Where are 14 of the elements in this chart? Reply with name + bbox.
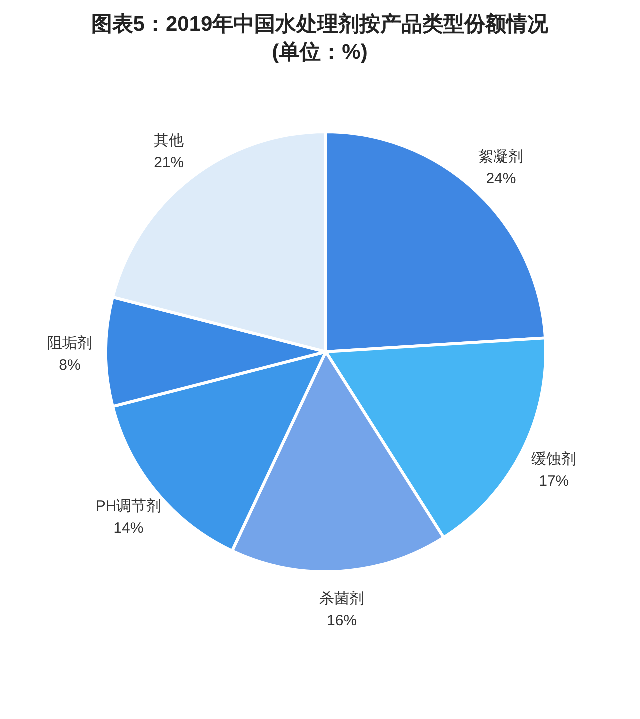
data-label: 24% [486, 170, 516, 188]
data-label: 21% [154, 154, 184, 172]
data-label: 8% [59, 357, 81, 374]
slice-label: PH调节剂 [96, 498, 162, 516]
slice-label: 絮凝剂 [478, 148, 524, 166]
slice-label: 缓蚀剂 [532, 451, 577, 468]
chart-title: 图表5：2019年中国水处理剂按产品类型份额情况 [90, 12, 550, 38]
data-label: 14% [114, 520, 144, 538]
slice-label: 阻垢剂 [48, 335, 92, 352]
slice-label: 其他 [154, 132, 184, 150]
data-label: 17% [539, 473, 570, 490]
data-label: 16% [327, 612, 358, 630]
chart-subtitle: (单位：%) [271, 40, 369, 66]
slice-label: 杀菌剂 [320, 590, 365, 608]
